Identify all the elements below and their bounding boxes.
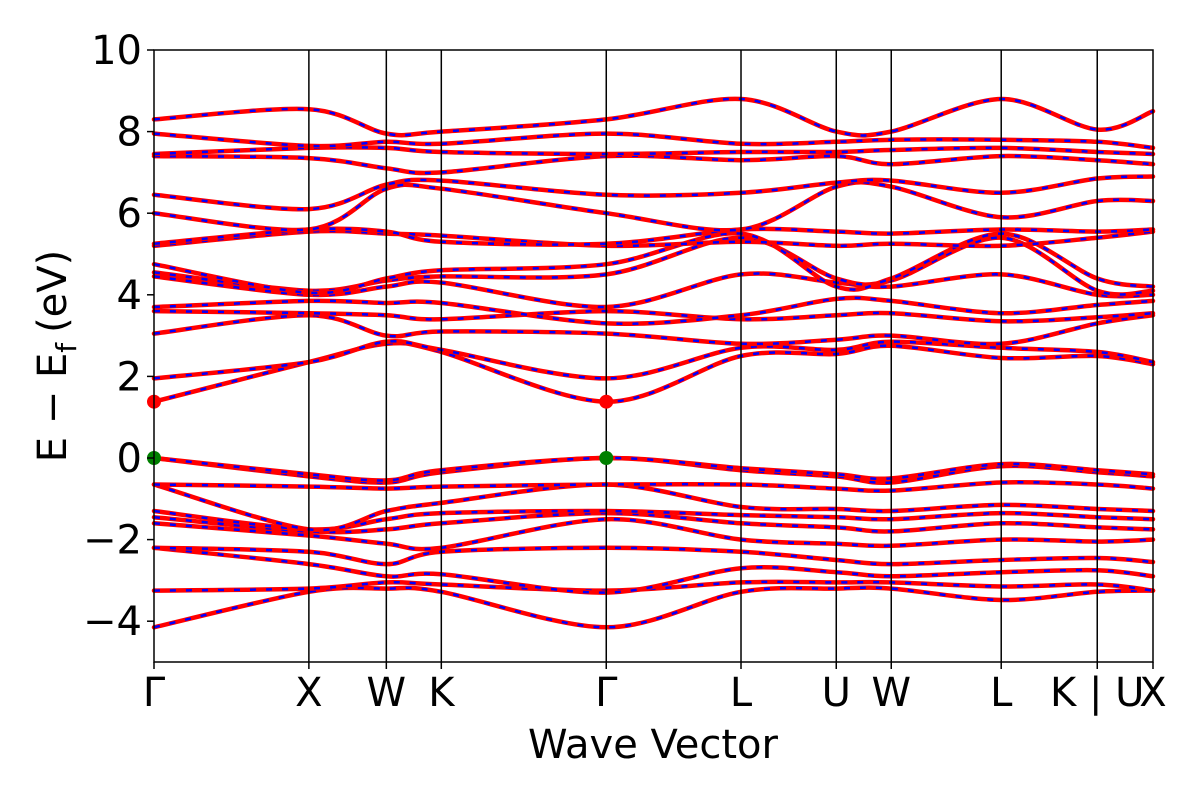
y-tick-label-7: 10 bbox=[91, 28, 142, 74]
band-line-dashed-2 bbox=[153, 546, 1154, 594]
y-tick-label-6: 8 bbox=[117, 110, 142, 156]
y-tick-label-1: −2 bbox=[83, 518, 142, 564]
band-line-0 bbox=[151, 585, 1156, 630]
band-line-20 bbox=[151, 226, 1156, 247]
x-axis-title: Wave Vector bbox=[528, 722, 779, 768]
y-axis-ticks: −4 −2 0 2 4 6 8 10 bbox=[83, 28, 154, 645]
band-line-22 bbox=[151, 174, 1156, 212]
x-tick-label-7: W bbox=[871, 670, 911, 716]
band-line-19 bbox=[151, 228, 1156, 249]
band-line-dashed-7 bbox=[153, 483, 1154, 532]
band-line-5 bbox=[151, 510, 1156, 535]
band-line-dashed-26 bbox=[153, 97, 1154, 137]
vbm-marker-1 bbox=[599, 451, 614, 465]
band-line-dashed-22 bbox=[153, 175, 1154, 211]
y-tick-label-2: 0 bbox=[117, 436, 142, 482]
band-line-21 bbox=[151, 180, 1156, 233]
plot-frame bbox=[153, 49, 1154, 663]
band-line-dashed-24 bbox=[153, 146, 1154, 156]
y-axis-title-unit: (eV) bbox=[30, 250, 76, 333]
x-tick-label-3: K bbox=[428, 670, 456, 716]
band-line-dashed-17 bbox=[153, 236, 1154, 296]
band-line-24 bbox=[151, 145, 1156, 157]
extrema-markers bbox=[147, 394, 614, 465]
x-tick-label-2: W bbox=[367, 670, 407, 716]
x-tick-label-4: Γ bbox=[595, 670, 618, 716]
band-line-dashed-18 bbox=[153, 232, 1154, 295]
x-tick-label-1: X bbox=[295, 670, 322, 716]
band-line-dashed-16 bbox=[153, 272, 1154, 309]
x-tick-label-9: K | U bbox=[1050, 670, 1144, 716]
band-line-dashed-0 bbox=[153, 586, 1154, 629]
band-line-26 bbox=[151, 96, 1156, 138]
y-axis-title: E − Ef (eV) bbox=[30, 250, 83, 463]
kpoint-lines bbox=[308, 50, 1098, 662]
band-line-3 bbox=[151, 545, 1156, 567]
band-line-dashed-10 bbox=[153, 456, 1154, 482]
band-line-dashed-13 bbox=[153, 313, 1154, 346]
band-line-dashed-21 bbox=[153, 181, 1154, 232]
x-tick-label-8: L bbox=[990, 670, 1013, 716]
band-line-15 bbox=[151, 295, 1156, 326]
y-axis-title-main: E − E bbox=[30, 353, 76, 463]
band-line-25 bbox=[151, 131, 1156, 151]
x-tick-label-6: U bbox=[822, 670, 851, 716]
x-tick-label-0: Γ bbox=[143, 670, 166, 716]
band-lines bbox=[151, 96, 1156, 630]
y-tick-label-4: 4 bbox=[117, 273, 142, 319]
y-tick-label-3: 2 bbox=[117, 354, 142, 400]
band-line-8 bbox=[151, 479, 1156, 494]
cbm-marker-1 bbox=[599, 394, 614, 409]
band-line-dashed-4 bbox=[153, 517, 1154, 551]
y-tick-label-5: 6 bbox=[117, 191, 142, 237]
x-tick-label-10: X bbox=[1139, 670, 1166, 716]
x-tick-label-5: L bbox=[730, 670, 753, 716]
y-axis-title-subscript: f bbox=[50, 342, 83, 353]
y-tick-label-0: −4 bbox=[83, 599, 142, 645]
band-line-dashed-12 bbox=[153, 340, 1154, 380]
band-line-1 bbox=[151, 579, 1156, 593]
band-line-23 bbox=[151, 153, 1156, 176]
